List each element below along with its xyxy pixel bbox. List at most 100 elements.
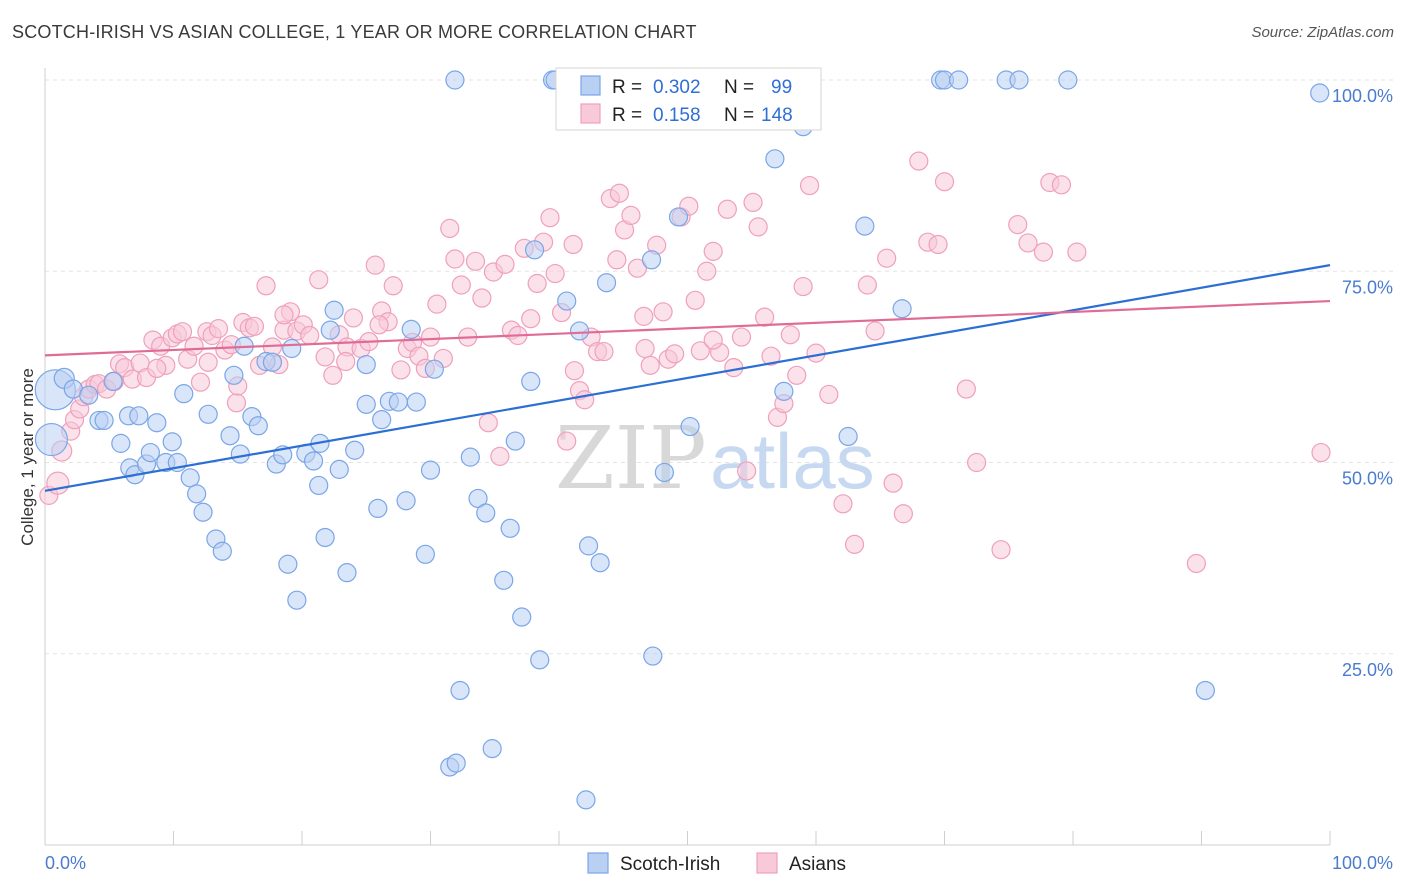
y-tick-label: 50.0% (1342, 469, 1393, 489)
scotch-irish-point (668, 207, 689, 227)
asians-point (557, 431, 577, 451)
scotch-irish-point (476, 503, 496, 523)
asians-point (748, 217, 768, 237)
scotch-irish-point (329, 459, 349, 479)
scotch-irish-point (230, 444, 250, 464)
scotch-irish-point (445, 70, 465, 90)
bottom-legend-label-asians: Asians (789, 854, 846, 875)
asians-point (563, 234, 583, 255)
scotch-irish-point (401, 319, 421, 339)
scotch-irish-point (282, 338, 302, 359)
asians-point (147, 358, 167, 379)
scotch-irish-point (654, 462, 674, 483)
asians-point (244, 316, 265, 336)
scotch-irish-point (162, 432, 182, 452)
scotch-irish-point (356, 354, 376, 375)
scotch-irish-point (446, 753, 466, 773)
asians-point (717, 199, 737, 219)
scotch-irish-point (641, 250, 662, 270)
scotch-irish-point (320, 320, 340, 340)
legend-r-label-2: R = (612, 105, 642, 126)
asians-point (833, 494, 853, 514)
asians-point (172, 322, 193, 342)
asians-point (594, 341, 614, 362)
scotch-irish-point (765, 149, 785, 169)
scotch-irish-point (424, 359, 444, 379)
scotch-irish-point (368, 498, 388, 518)
scotch-irish-point (415, 544, 435, 564)
asians-point (844, 534, 865, 554)
y-tick-label: 25.0% (1342, 660, 1393, 680)
asians-point (226, 393, 247, 413)
legend-n-value-1: 99 (771, 77, 792, 98)
asians-point (445, 249, 465, 269)
x-axis-ticks (44, 831, 1331, 845)
scotch-irish-point (855, 216, 875, 236)
scotch-irish-point (278, 554, 298, 574)
asians-point (634, 306, 654, 326)
asians-point (575, 390, 595, 410)
scotch-irish-point (337, 563, 357, 583)
asians-point (819, 384, 839, 405)
asians-point (934, 172, 955, 192)
asians-point (697, 261, 717, 281)
asians-point (799, 175, 820, 196)
scotch-irish-point (372, 410, 392, 430)
asians-point (737, 461, 757, 481)
scotch-irish-point (578, 536, 599, 556)
asians-point (309, 270, 329, 290)
scotch-irish-point (212, 541, 232, 561)
scotch-irish-point (193, 502, 213, 522)
bottom-legend-swatch-scotch-irish (587, 852, 609, 874)
scotch-irish-point (220, 426, 240, 446)
asians-point (956, 379, 976, 399)
scotch-irish-point (774, 381, 794, 401)
asians-point (883, 473, 903, 493)
legend-n-label-2: N = (724, 105, 754, 126)
asians-point (1008, 214, 1028, 235)
scotch-irish-point (949, 70, 969, 90)
scotch-irish-trend-line (44, 264, 1331, 492)
scotch-irish-point (406, 392, 426, 412)
scotch-irish-points (34, 70, 1330, 810)
scotch-irish-point (103, 371, 123, 392)
asians-point (967, 452, 987, 473)
y-tick-label: 100.0% (1332, 86, 1393, 106)
asians-point (621, 205, 641, 226)
asians-trend-line (44, 299, 1331, 357)
scotch-irish-point (460, 447, 480, 467)
scotch-irish-point (180, 468, 200, 488)
scotch-irish-point (512, 607, 532, 627)
asians-point (300, 325, 320, 346)
asians-point (1186, 553, 1206, 574)
asians-point (653, 302, 673, 322)
legend-n-label-1: N = (724, 77, 754, 98)
legend: R = 0.302 N = 99 R = 0.158 N = 148 (555, 67, 822, 131)
y-axis-tick-labels: 100.0% 75.0% 50.0% 25.0% (1332, 86, 1393, 680)
asians-point (1311, 442, 1331, 463)
source-label: Source: ZipAtlas.com (1251, 24, 1394, 41)
trend-lines (44, 264, 1331, 492)
scotch-irish-point (643, 646, 663, 666)
asians-point (865, 321, 885, 341)
asians-point (336, 351, 356, 372)
asians-point (540, 208, 560, 228)
asians-point (685, 290, 705, 310)
asians-point (754, 307, 775, 327)
asians-point (635, 338, 655, 359)
scotch-irish-point (524, 240, 545, 260)
asians-point (545, 263, 565, 284)
asians-point (806, 343, 826, 363)
asians-point (1033, 242, 1054, 262)
scotch-irish-point (450, 680, 470, 701)
scotch-irish-point (530, 650, 550, 670)
asians-point (184, 336, 204, 356)
scotch-irish-point (680, 416, 700, 437)
scotch-irish-point (557, 291, 577, 311)
asians-point (743, 192, 763, 212)
scotch-irish-point (34, 422, 69, 457)
asians-point (1051, 175, 1072, 195)
asians-point (793, 276, 813, 297)
asians-point (315, 347, 335, 367)
scotch-irish-point (420, 460, 441, 480)
